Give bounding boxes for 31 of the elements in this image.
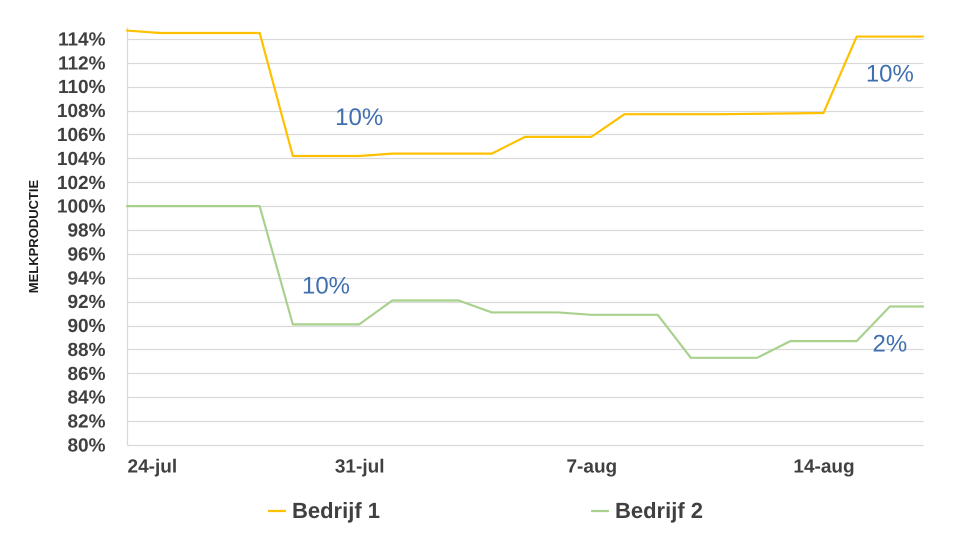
- y-tick-label: 108%: [56, 101, 106, 122]
- annotation: 10%: [302, 272, 350, 300]
- y-tick-label: 86%: [67, 364, 106, 385]
- y-tick-label: 104%: [56, 148, 106, 170]
- line-series: [126, 29, 924, 158]
- y-tick-label: 102%: [56, 172, 106, 194]
- legend-label: Bedrijf 2: [615, 498, 704, 523]
- y-tick-label: 110%: [58, 77, 106, 98]
- y-tick-label: 88%: [67, 340, 106, 361]
- annotation: 10%: [866, 60, 914, 88]
- y-tick-label: 106%: [56, 124, 106, 146]
- x-tick-label: 24-jul: [128, 456, 178, 478]
- annotation: 2%: [872, 330, 908, 358]
- y-tick-label: 94%: [67, 268, 106, 290]
- legend-label: Bedrijf 1: [292, 498, 380, 523]
- y-tick-label: 92%: [67, 292, 106, 314]
- y-tick-label: 100%: [56, 196, 106, 218]
- y-tick-label: 90%: [67, 316, 106, 338]
- y-tick-label: 82%: [67, 412, 106, 433]
- x-tick-label: 31-jul: [334, 456, 384, 478]
- y-tick-label: 84%: [67, 388, 106, 409]
- y-tick-label: 96%: [67, 244, 106, 266]
- y-tick-label: 114%: [58, 29, 106, 50]
- y-tick-label: 80%: [67, 436, 106, 456]
- y-tick-label: 112%: [58, 53, 106, 74]
- y-tick-label: 98%: [67, 220, 106, 242]
- line-series: [126, 205, 924, 359]
- x-tick-label: 7-aug: [566, 456, 618, 478]
- annotation: 10%: [335, 104, 384, 131]
- y-axis-title: MELKPRODUCTIE: [26, 179, 41, 294]
- x-tick-label: 14-aug: [793, 456, 855, 478]
